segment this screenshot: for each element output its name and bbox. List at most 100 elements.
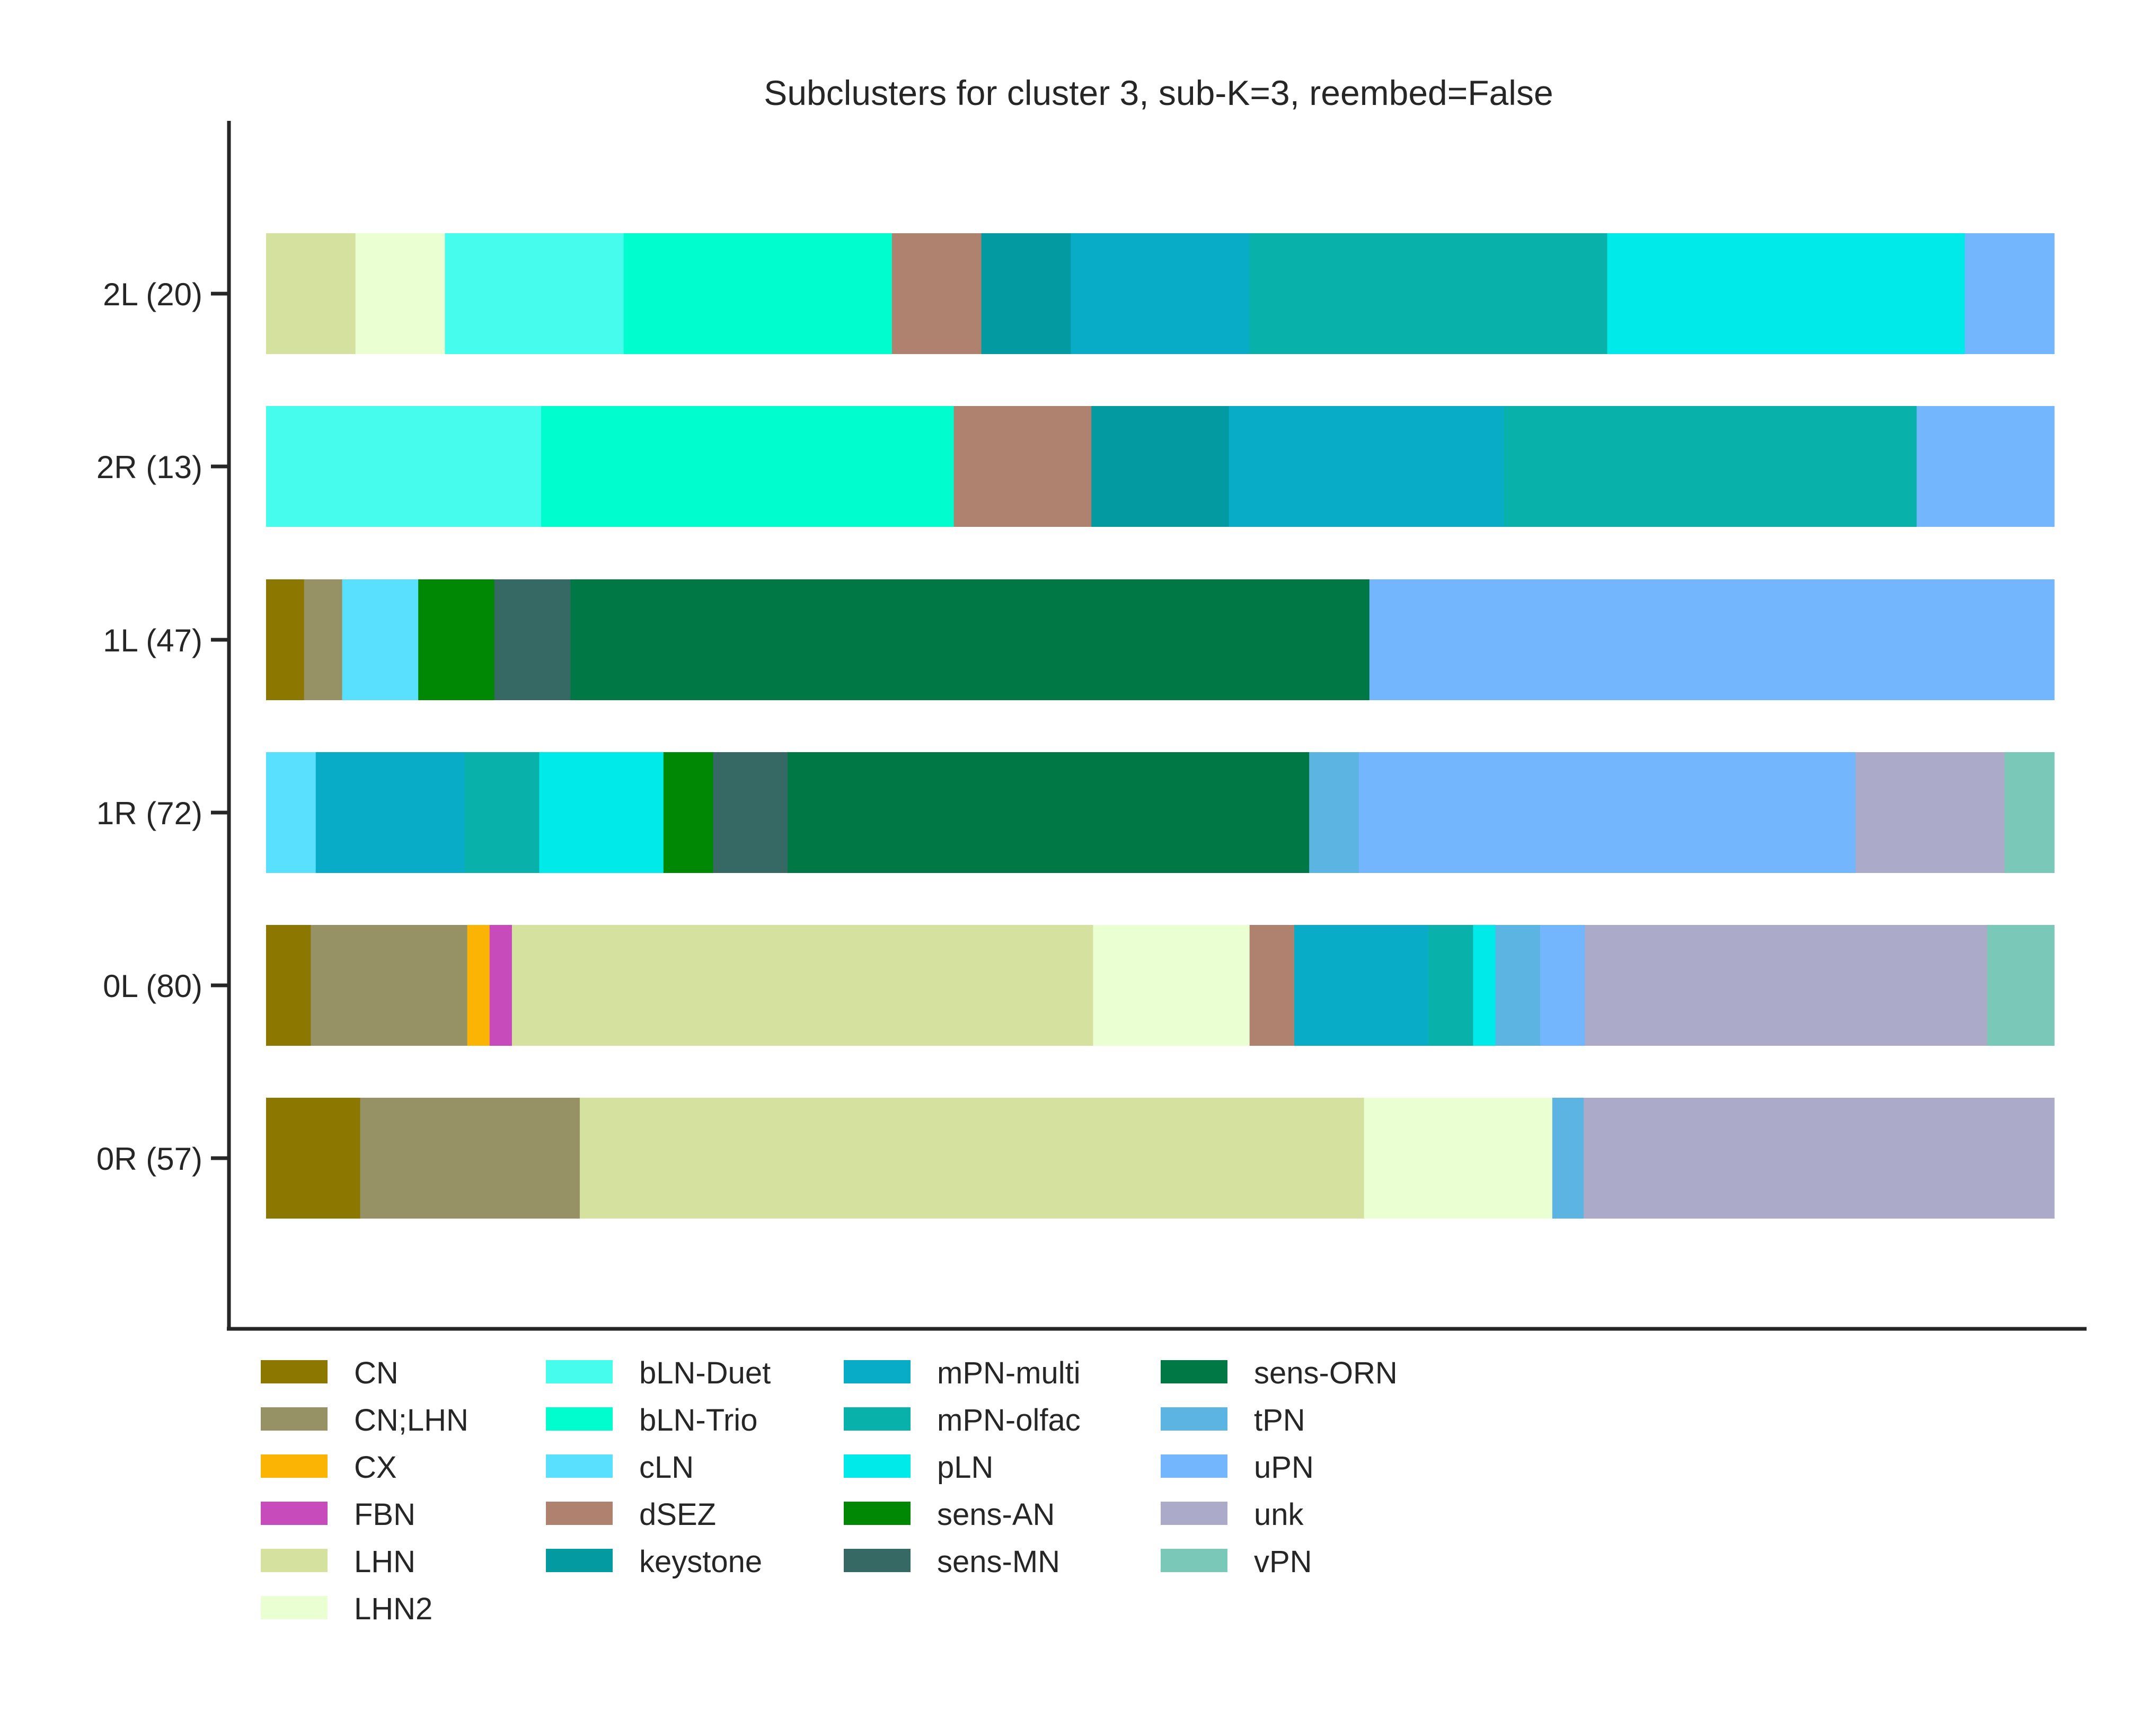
y-tick-label: 2L (20) [103,277,202,312]
legend-label-cx: CX [354,1450,397,1485]
bar-segment-0l-80-mpn-multi [1294,925,1429,1046]
legend-swatch-lhn [261,1549,328,1572]
bar-segment-0r-57-cn [266,1098,361,1219]
legend-label-sens-mn: sens-MN [937,1545,1060,1579]
bar-segment-1r-72-mpn-olfac [464,752,540,873]
bar-segment-2l-20-keystone [981,233,1071,354]
bar-segment-1r-72-sens-an [663,752,714,873]
bar-segment-0l-80-mpn-olfac [1428,925,1474,1046]
legend-swatch-tpn [1161,1407,1227,1431]
bar-segment-0l-80-cn-lhn [311,925,468,1046]
bar-segment-1r-72-upn [1358,752,1856,873]
bar-segment-1l-47-upn [1369,579,2055,700]
legend-swatch-cn-lhn [261,1407,328,1431]
legend-swatch-mpn-multi [844,1360,911,1383]
bar-segment-0l-80-lhn [511,925,1094,1046]
legend-label-unk: unk [1254,1497,1304,1532]
legend-label-lhn: LHN [354,1545,416,1579]
bars-group [266,233,2055,1219]
bar-segment-1r-72-tpn [1309,752,1359,873]
y-tick-label: 0R (57) [96,1141,202,1177]
legend-swatch-cln [546,1454,613,1478]
bar-segment-0r-57-lhn2 [1364,1098,1553,1219]
legend-swatch-fbn [261,1502,328,1525]
bar-segment-1r-72-cln [266,752,316,873]
bar-segment-0l-80-dsez [1249,925,1295,1046]
legend-swatch-sens-mn [844,1549,911,1572]
bar-segment-0l-80-unk [1585,925,1988,1046]
bar-segment-0r-57-unk [1584,1098,2055,1219]
legend-swatch-sens-an [844,1502,911,1525]
legend-swatch-sens-orn [1161,1360,1227,1383]
bar-segment-1l-47-sens-an [418,579,495,700]
y-tick-label: 1L (47) [103,623,202,658]
y-tick-group: 2L (20) 2R (13) 1L (47) 1R (72) 0L (80) 0R (5… [96,277,229,1177]
legend-label-lhn2: LHN2 [354,1592,432,1626]
bar-segment-2l-20-mpn-olfac [1249,233,1608,354]
legend-label-cn: CN [354,1356,399,1390]
legend-swatch-vpn [1161,1549,1227,1572]
bar-segment-2r-13-mpn-olfac [1504,406,1918,527]
legend-label-bln-duet: bLN-Duet [639,1356,771,1390]
legend-label-vpn: vPN [1254,1545,1312,1579]
legend-label-sens-an: sens-AN [937,1497,1055,1532]
bar-segment-2l-20-upn [1965,233,2055,354]
bar-segment-2r-13-dsez [953,406,1092,527]
legend-label-pln: pLN [937,1450,993,1485]
bar-segment-2l-20-dsez [891,233,982,354]
legend-swatch-unk [1161,1502,1227,1525]
bar-segment-2l-20-lhn2 [355,233,445,354]
legend: CN CN;LHN CX FBN LHN LHN2 bLN-Duet bLN-Trio cLN d… [261,1356,1398,1626]
chart-title: Subclusters for cluster 3, sub-K=3, reem… [764,73,1553,112]
bar-segment-1r-72-pln [539,752,664,873]
legend-swatch-pln [844,1454,911,1478]
legend-label-cln: cLN [639,1450,694,1485]
bar-segment-1r-72-mpn-multi [315,752,465,873]
legend-swatch-cx [261,1454,328,1478]
bar-segment-0r-57-lhn [579,1098,1365,1219]
bar-segment-2l-20-mpn-multi [1071,233,1250,354]
legend-label-bln-trio: bLN-Trio [639,1403,757,1437]
bar-segment-1l-47-cn [266,579,305,700]
legend-label-sens-orn: sens-ORN [1254,1356,1398,1390]
y-tick-label: 2R (13) [96,449,202,485]
bar-segment-1r-72-sens-mn [713,752,788,873]
legend-label-keystone: keystone [639,1545,762,1579]
legend-swatch-cn [261,1360,328,1383]
bar-segment-2l-20-pln [1607,233,1965,354]
legend-label-fbn: FBN [354,1497,416,1532]
legend-swatch-bln-duet [546,1360,613,1383]
bar-segment-2r-13-upn [1916,406,2055,527]
bar-segment-0l-80-cn [266,925,311,1046]
legend-swatch-mpn-olfac [844,1407,911,1431]
bar-segment-1r-72-vpn [2004,752,2055,873]
bar-segment-2r-13-bln-trio [541,406,955,527]
bar-segment-1l-47-sens-orn [570,579,1370,700]
bar-segment-1l-47-cln [342,579,419,700]
bar-segment-0l-80-lhn2 [1093,925,1250,1046]
bar-segment-2l-20-bln-trio [623,233,893,354]
bar-segment-0r-57-cn-lhn [360,1098,580,1219]
legend-label-mpn-olfac: mPN-olfac [937,1403,1081,1437]
y-tick-label: 0L (80) [103,968,202,1004]
bar-segment-2r-13-bln-duet [266,406,542,527]
legend-swatch-bln-trio [546,1407,613,1431]
bar-segment-0l-80-upn [1540,925,1585,1046]
bar-segment-1r-72-sens-orn [788,752,1310,873]
legend-label-cn-lhn: CN;LHN [354,1403,469,1437]
bar-segment-1r-72-unk [1855,752,2005,873]
bar-segment-2l-20-bln-duet [445,233,624,354]
legend-label-dsez: dSEZ [639,1497,716,1532]
legend-label-tpn: tPN [1254,1403,1305,1437]
bar-segment-2r-13-keystone [1091,406,1230,527]
bar-segment-2r-13-mpn-multi [1229,406,1505,527]
bar-segment-0l-80-vpn [1987,925,2055,1046]
bar-segment-0r-57-tpn [1552,1098,1584,1219]
bar-segment-0l-80-pln [1473,925,1496,1046]
bar-segment-0l-80-cx [467,925,490,1046]
bar-segment-2l-20-lhn [266,233,356,354]
legend-label-mpn-multi: mPN-multi [937,1356,1081,1390]
legend-label-upn: uPN [1254,1450,1314,1485]
